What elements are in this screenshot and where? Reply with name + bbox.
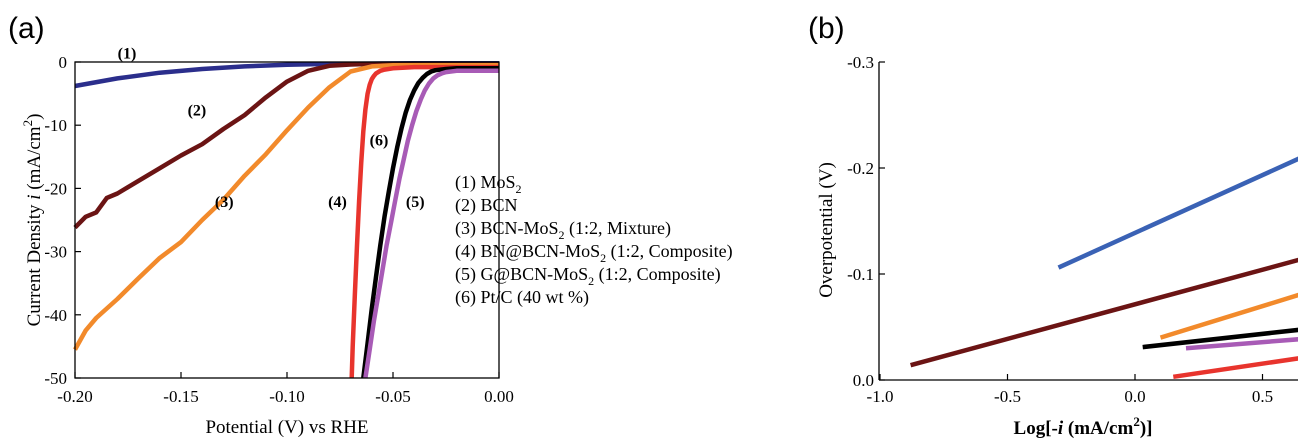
panel-b-x-tick-label: -1.0 xyxy=(867,387,894,406)
panel-a-frame xyxy=(74,61,500,379)
panel-b-y-tick-label: -0.1 xyxy=(847,265,874,284)
panel-b-series-line xyxy=(1142,327,1298,350)
panel-a-y-tick-label: -20 xyxy=(44,179,67,198)
panel-a-legend-entry: (1) MoS2 xyxy=(455,172,522,196)
panel-a-y-axis-title: Current Density i (mA/cm2) xyxy=(20,114,45,327)
panel-a-curve-label: (3) xyxy=(215,194,234,211)
panel-a-legend-entry: (2) BCN xyxy=(455,195,518,216)
panel-b-ticks: -1.0-0.50.00.51.01.52.00.0-0.1-0.2-0.3 xyxy=(847,53,1273,406)
panel-a-series-line xyxy=(349,64,499,379)
panel-a-series-line xyxy=(361,66,499,379)
panel-a-y-tick-label: -30 xyxy=(44,243,67,262)
panel-b-y-tick-label: -0.2 xyxy=(847,159,874,178)
panel-a-y-tick-label: -40 xyxy=(44,306,67,325)
panel-b-x-tick-label: -0.5 xyxy=(994,387,1021,406)
panel-b-axes xyxy=(878,62,1298,381)
panel-b: (b) -1.0-0.50.00.51.01.52.00.0-0.1-0.2-0… xyxy=(808,12,1298,439)
panel-a-y-tick-label: -50 xyxy=(44,369,67,388)
panel-a-x-tick-label: 0.00 xyxy=(484,387,514,406)
panel-a-y-tick-label: -10 xyxy=(44,116,67,135)
panel-a-series-line xyxy=(363,68,499,379)
panel-b-series-line xyxy=(910,257,1298,368)
panel-a: (a) -0.20 -0.15 -0.10 -0.05 0.00 0 -10 -20 -30 -4… xyxy=(8,12,733,438)
panel-a-x-tick-label: -0.05 xyxy=(375,387,410,406)
panel-a-x-tick-label: -0.20 xyxy=(57,387,92,406)
panel-a-curve-label: (1) xyxy=(118,46,137,63)
panel-b-series-line xyxy=(1159,292,1298,340)
panel-a-series-line xyxy=(73,62,499,351)
panel-a-series-line xyxy=(73,61,499,230)
panel-a-legend-entry: (5) G@BCN-MoS2 (1:2, Composite) xyxy=(455,264,721,288)
panel-a-x-axis-title: Potential (V) vs RHE xyxy=(205,417,368,438)
panel-a-label: (a) xyxy=(8,12,45,45)
panel-b-series-line xyxy=(1057,156,1298,270)
panel-b-series xyxy=(910,156,1298,380)
panel-a-legend-entry: (6) Pt/C (40 wt %) xyxy=(455,287,589,308)
panel-b-x-tick-label: 0.0 xyxy=(1124,387,1145,406)
panel-a-x-tick-label: -0.10 xyxy=(269,387,304,406)
panel-a-curve-label: (5) xyxy=(406,194,425,211)
panel-a-legend: (1) MoS2(2) BCN(3) BCN-MoS2 (1:2, Mixtur… xyxy=(455,172,733,308)
panel-a-ticks: -0.20 -0.15 -0.10 -0.05 0.00 0 -10 -20 -30 -40 -50 xyxy=(44,53,514,406)
panel-a-legend-entry: (3) BCN-MoS2 (1:2, Mixture) xyxy=(455,218,671,242)
panel-b-x-axis-title: Log[-i (mA/cm2)] xyxy=(1014,414,1153,439)
panel-b-series-line xyxy=(1185,337,1298,351)
panel-a-curve-labels: (1) (2) (3) (4) (6) (5) xyxy=(118,46,425,212)
panel-b-label: (b) xyxy=(808,12,845,45)
panel-a-series xyxy=(73,61,499,379)
panel-b-x-tick-label: 0.5 xyxy=(1252,387,1273,406)
panel-a-y-tick-label: 0 xyxy=(59,53,68,72)
panel-a-curve-label: (2) xyxy=(188,102,207,119)
panel-b-y-axis-title: Overpotential (V) xyxy=(816,162,837,298)
panel-b-y-tick-label: 0.0 xyxy=(853,371,874,390)
panel-b-y-tick-label: -0.3 xyxy=(847,53,874,72)
panel-a-x-tick-label: -0.15 xyxy=(163,387,198,406)
panel-b-series-line xyxy=(1172,356,1298,380)
panel-a-legend-entry: (4) BN@BCN-MoS2 (1:2, Composite) xyxy=(455,241,733,265)
panel-a-curve-label: (4) xyxy=(328,194,347,211)
panel-a-curve-label: (6) xyxy=(370,133,389,150)
